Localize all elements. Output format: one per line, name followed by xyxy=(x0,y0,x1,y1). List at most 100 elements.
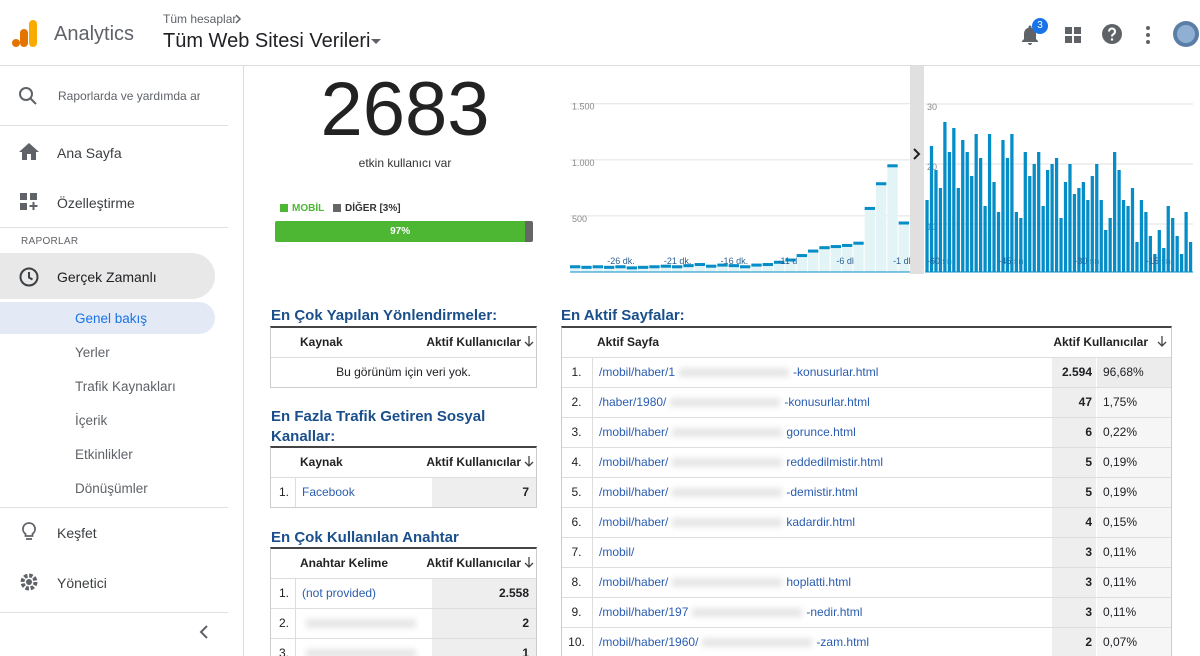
bar-area xyxy=(864,206,875,272)
bar xyxy=(1126,206,1130,272)
page-url[interactable]: /mobil/haber/1 -konusurlar.html xyxy=(599,358,1049,387)
nav-item[interactable]: Yönetici xyxy=(57,575,107,591)
share-cell xyxy=(1097,628,1171,656)
bar-area xyxy=(819,246,830,272)
bar xyxy=(1095,164,1099,272)
nav-item[interactable]: Özelleştirme xyxy=(57,195,135,211)
sort-arrow[interactable] xyxy=(524,456,534,468)
bar xyxy=(1077,188,1081,272)
more-icon[interactable] xyxy=(1144,24,1152,46)
legend-label: DİĞER [3%] xyxy=(345,203,401,214)
page-url[interactable]: /mobil/haber/1960/ -zam.html xyxy=(599,628,1049,656)
page-url[interactable]: /mobil/ xyxy=(599,538,1049,567)
sub-item[interactable]: Dönüşümler xyxy=(75,481,148,496)
column-header[interactable]: Kaynak xyxy=(300,335,343,349)
bar-top xyxy=(751,263,762,267)
bar xyxy=(1139,200,1144,272)
bar xyxy=(929,146,934,272)
bar xyxy=(1113,152,1117,272)
column-header[interactable]: Aktif Sayfa xyxy=(597,335,660,349)
page-url[interactable]: /mobil/haber/kadardir.html xyxy=(599,508,1049,537)
divider xyxy=(592,598,593,627)
divider xyxy=(295,579,296,608)
help-icon[interactable] xyxy=(1101,23,1123,45)
realtime-icon xyxy=(19,267,39,287)
collapse-button[interactable] xyxy=(199,625,209,639)
bar xyxy=(947,152,951,272)
rank: 4. xyxy=(571,455,582,469)
x-tick-label: -60 sn. xyxy=(927,256,955,266)
users: 2.558 xyxy=(498,586,529,600)
bar-area xyxy=(740,265,751,272)
blur xyxy=(692,608,803,618)
url-start: /mobil/ xyxy=(599,545,635,559)
blur xyxy=(672,428,783,438)
rank: 9. xyxy=(571,605,582,619)
sub-item[interactable]: İçerik xyxy=(75,413,108,428)
table-row: 3. /mobil/haber/gorunce.html 6 0,22% xyxy=(562,417,1171,447)
bar xyxy=(996,212,1001,272)
redacted xyxy=(302,609,420,638)
row-label[interactable]: Facebook xyxy=(302,485,355,499)
section-title: En Aktif Sayfalar: xyxy=(561,307,685,324)
table-row: 9. /mobil/haber/197 -nedir.html 3 0,11% xyxy=(562,597,1171,627)
sub-item[interactable]: Etkinlikler xyxy=(75,447,133,462)
bar xyxy=(1099,200,1103,272)
account-avatar[interactable] xyxy=(1172,20,1200,48)
breadcrumb[interactable]: Tüm hesaplar xyxy=(163,12,237,26)
sub-item[interactable]: Trafik Kaynakları xyxy=(75,379,176,394)
bar-area xyxy=(830,245,841,272)
sort-arrow[interactable] xyxy=(524,336,534,348)
users-cell xyxy=(1052,538,1096,567)
divider xyxy=(0,125,228,126)
rank: 1. xyxy=(571,365,582,379)
sub-item-active[interactable]: Genel bakış xyxy=(75,311,148,326)
redacted xyxy=(302,639,420,656)
row-label[interactable]: (not provided) xyxy=(302,586,377,600)
rank: 2. xyxy=(571,395,582,409)
bar xyxy=(1081,182,1085,272)
bar xyxy=(943,122,947,272)
property-selector[interactable]: Tüm Web Sitesi Verileri xyxy=(163,30,371,52)
url-end: -zam.html xyxy=(816,635,870,649)
sub-item[interactable]: Yerler xyxy=(75,345,110,360)
bar-area xyxy=(683,264,694,272)
page-url[interactable]: /mobil/haber/197 -nedir.html xyxy=(599,598,1049,627)
url-start: /mobil/haber/1960/ xyxy=(599,635,699,649)
divider xyxy=(592,358,593,387)
page-url[interactable]: /mobil/haber/ -demistir.html xyxy=(599,478,1049,507)
sort-arrow[interactable] xyxy=(524,557,534,569)
logo xyxy=(12,20,37,47)
nav-item[interactable]: Ana Sayfa xyxy=(57,145,122,161)
column-header[interactable]: Aktif Kullanıcılar xyxy=(426,335,521,349)
bar xyxy=(1028,176,1032,272)
users-cell xyxy=(1052,418,1096,447)
bar-top xyxy=(740,265,751,269)
page-url[interactable]: /mobil/haber/hoplatti.html xyxy=(599,568,1049,597)
bar xyxy=(1108,218,1112,272)
column-header[interactable]: Aktif Kullanıcılar xyxy=(426,556,521,570)
apps-icon[interactable] xyxy=(1064,26,1082,44)
data-table: Aktif Sayfa Aktif Kullanıcılar 1. /mobil/ha… xyxy=(561,326,1172,656)
page-url[interactable]: /mobil/haber/gorunce.html xyxy=(599,418,1049,447)
page-url[interactable]: /mobil/haber/reddedilmistir.html xyxy=(599,448,1049,477)
bar-top xyxy=(876,182,887,186)
column-header[interactable]: Aktif Kullanıcılar xyxy=(1053,335,1148,349)
column-header[interactable]: Anahtar Kelime xyxy=(300,556,389,570)
bar xyxy=(1005,158,1010,272)
bar xyxy=(961,140,965,272)
bar xyxy=(1180,254,1184,272)
url-end: kadardir.html xyxy=(786,515,856,529)
url-end: -konusurlar.html xyxy=(793,365,879,379)
column-header[interactable]: Aktif Kullanıcılar xyxy=(426,455,521,469)
bar-top xyxy=(615,265,626,269)
share: 0,19% xyxy=(1103,455,1138,469)
search-input[interactable]: Raporlarda ve yardımda ara xyxy=(58,89,200,103)
page-url[interactable]: /haber/1980/ -konusurlar.html xyxy=(599,388,1049,417)
users-cell xyxy=(1052,388,1096,417)
search-icon xyxy=(19,87,37,105)
nav-item[interactable]: Keşfet xyxy=(57,525,97,541)
nav-item-active[interactable]: Gerçek Zamanlı xyxy=(57,269,157,285)
sort-arrow[interactable] xyxy=(1157,336,1167,348)
column-header[interactable]: Kaynak xyxy=(300,455,343,469)
